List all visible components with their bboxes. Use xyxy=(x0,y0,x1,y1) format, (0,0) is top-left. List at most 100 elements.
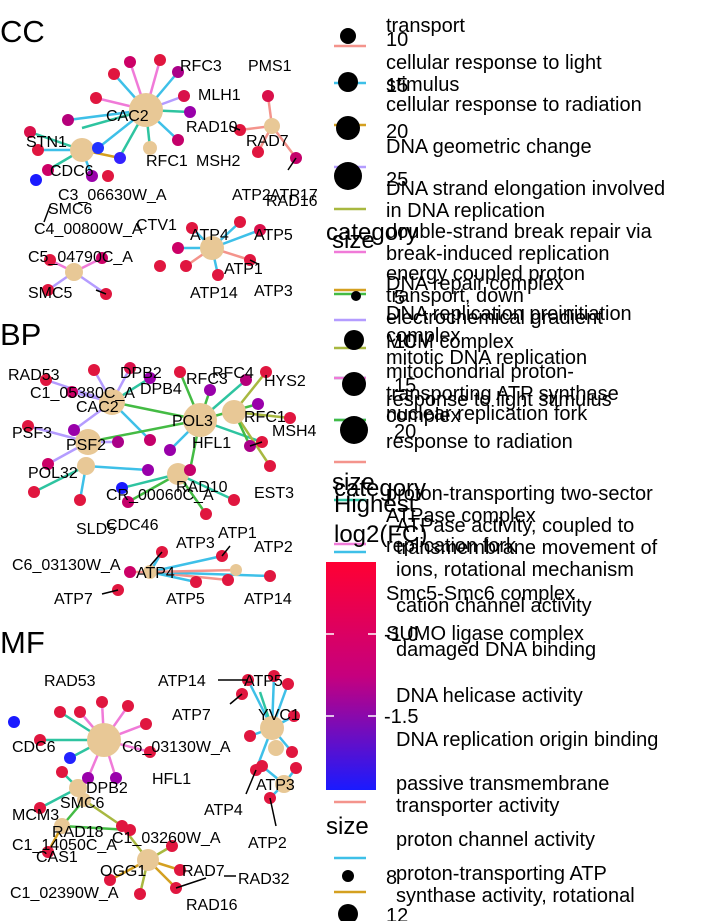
mf-hub-node xyxy=(54,818,70,834)
legend-item: cation channel activity xyxy=(396,595,592,617)
size-legend-dot xyxy=(340,28,356,44)
gene-label: CTV1 xyxy=(136,217,177,234)
gene-label: MCM3 xyxy=(12,807,59,824)
mf-network: RAD53 ATP14 ATP5 ATP7 YVC1 CDC6 C6_03130W_A DPB… xyxy=(8,670,302,914)
size-legend-dot xyxy=(340,416,368,444)
legend-item: cellular response to light stimulus xyxy=(386,52,602,96)
gene-label: RFC1 xyxy=(244,409,286,426)
size-value: 20 xyxy=(386,121,408,143)
gene-label: ATP5 xyxy=(254,227,293,244)
legend-top: transport cellular response to light stimu… xyxy=(332,15,665,464)
size-legend-title: size xyxy=(332,469,375,496)
size-legend-dot xyxy=(351,291,361,301)
gene-label: RAD10 xyxy=(176,479,228,496)
cc-gene-labels: CAC2 STN1 CDC6 RFC3 MLH1 PMS1 RAD10 RAD7 RFC1 MSH… xyxy=(26,58,318,302)
gene-label: RFC1 xyxy=(146,153,188,170)
mf-label-lines xyxy=(175,679,277,889)
gene-label: C6_03130W_A xyxy=(12,557,121,574)
legend-item: DNA geometric change xyxy=(386,136,592,158)
size-legend-dot xyxy=(338,72,358,92)
mf-hub-node xyxy=(87,723,121,757)
cc-hub-node xyxy=(129,93,163,127)
gene-label: CDC6 xyxy=(12,739,56,756)
gene-label: RAD7 xyxy=(246,133,289,150)
panel-title-mf: MF xyxy=(0,625,45,660)
mf-hub-node xyxy=(77,793,91,807)
size-value: 10 xyxy=(394,331,416,353)
size-legend-dot xyxy=(338,904,358,921)
gene-label: ATP2 xyxy=(232,187,271,204)
gene-label: RAD16 xyxy=(266,193,318,210)
gene-label: ATP1 xyxy=(218,525,257,542)
bp-hub-node xyxy=(230,564,242,576)
gene-label: RAD10 xyxy=(186,119,238,136)
gene-label: MLH1 xyxy=(198,87,241,104)
gene-label: EST3 xyxy=(254,485,294,502)
bp-hub-node xyxy=(75,429,101,455)
gene-label: CAS1 xyxy=(36,849,78,866)
legend-item: cellular response to radiation xyxy=(386,94,642,116)
legend-item: nuclear replication fork xyxy=(386,403,588,425)
legend-item: energy coupled proton transport, down elec… xyxy=(386,263,603,329)
legend-item: response to radiation xyxy=(386,431,573,453)
legend-item: DNA strand elongation involved in DNA rep… xyxy=(386,178,665,222)
colorbar-title-line1: Highest xyxy=(334,491,416,518)
gene-label: ATP3 xyxy=(254,283,293,300)
size-legend-dot xyxy=(336,116,360,140)
legend-item: damaged DNA binding xyxy=(396,639,596,661)
size-value: 20 xyxy=(394,421,416,443)
gene-label: RFC3 xyxy=(180,58,222,75)
gene-label: ATP7 xyxy=(172,707,211,724)
gene-label: ATP4 xyxy=(136,565,175,582)
gene-label: ATP2 xyxy=(254,539,293,556)
legend-item: replication fork xyxy=(386,535,517,557)
bp-hub-node xyxy=(99,389,125,415)
gene-label: POL3 xyxy=(172,413,213,430)
gene-label: ATP3 xyxy=(176,535,215,552)
legend-item: transport xyxy=(386,15,465,37)
gene-label: MSH4 xyxy=(272,423,317,440)
colorbar-title-line2: log2(FC) xyxy=(334,521,427,548)
gene-label: HFL1 xyxy=(152,771,191,788)
legend-cc: category DNA repair complex DNA replicatio… xyxy=(326,219,653,645)
gene-label: C1_03260W_A xyxy=(112,830,221,847)
legend-item: Smc5-Smc6 complex xyxy=(386,583,575,605)
gene-label: ATP14 xyxy=(190,285,238,302)
gene-label: ATP14 xyxy=(244,591,292,608)
bp-hub-node xyxy=(77,457,95,475)
cc-hub-node xyxy=(143,141,157,155)
category-legend-title: category xyxy=(334,475,426,502)
gene-label: C1_02390W_A xyxy=(10,885,119,902)
category-legend-title: category xyxy=(326,219,418,246)
legend-item: proton-transporting ATP synthase activity… xyxy=(396,863,635,907)
panel-title-bp: BP xyxy=(0,317,41,352)
gene-label: RAD18 xyxy=(52,824,104,841)
gene-label: HFL1 xyxy=(192,435,231,452)
gene-label: SMC6 xyxy=(48,201,93,218)
gene-label: ATP5 xyxy=(166,591,205,608)
gene-label: CDC6 xyxy=(50,163,94,180)
gene-label: PSF3 xyxy=(12,425,52,442)
bp-hub-node xyxy=(167,463,189,485)
gene-label: C4_00800W_A xyxy=(34,221,143,238)
colorbar-tick: -1.5 xyxy=(384,706,418,728)
size-legend-dot xyxy=(342,372,366,396)
legend-item: DNA helicase activity xyxy=(396,685,583,707)
cc-network: CAC2 STN1 CDC6 RFC3 MLH1 PMS1 RAD10 RAD7 RFC1 MSH… xyxy=(24,54,318,302)
gene-label: SMC6 xyxy=(60,795,105,812)
gene-label: RAD16 xyxy=(186,897,238,914)
gene-label: CAC2 xyxy=(106,108,149,125)
legend-item: proton channel activity xyxy=(396,829,595,851)
gene-label: ATP7 xyxy=(54,591,93,608)
cc-hub-node xyxy=(70,138,94,162)
gene-label: PSF2 xyxy=(66,437,106,454)
gene-label: CAC2 xyxy=(76,399,119,416)
colorbar-gradient xyxy=(326,562,376,790)
gene-label: DPB2 xyxy=(120,365,162,382)
legend-item: DNA repair complex xyxy=(386,273,564,295)
gene-label: RFC3 xyxy=(186,371,228,388)
mf-hub-node xyxy=(137,849,159,871)
legend-item: double-strand break repair via break-indu… xyxy=(386,221,653,265)
gene-label: YVC1 xyxy=(258,707,300,724)
size-value: 15 xyxy=(394,375,416,397)
